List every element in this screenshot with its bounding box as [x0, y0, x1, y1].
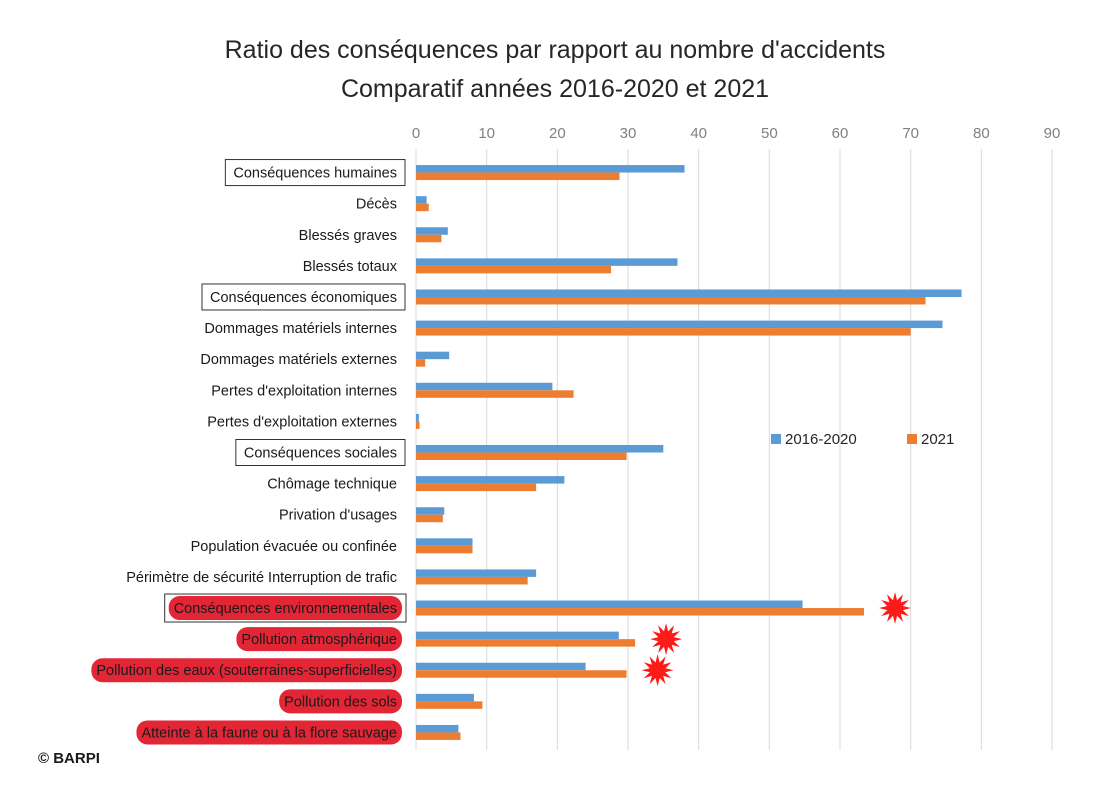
- category-label: Conséquences économiques: [210, 290, 397, 306]
- bar-2021: [416, 203, 429, 212]
- bar-2021: [416, 296, 926, 305]
- legend-label-2016-2020: 2016-2020: [785, 431, 857, 448]
- category-label: Dommages matériels internes: [204, 321, 397, 337]
- gridlines: [415, 149, 1053, 750]
- bar-2021: [416, 172, 620, 181]
- category-label: Périmètre de sécurité Interruption de tr…: [126, 570, 397, 586]
- category-label: Blessés totaux: [303, 259, 398, 275]
- category-label: Conséquences sociales: [244, 446, 397, 462]
- bar-2021: [416, 328, 911, 336]
- bar-2016-2020: [416, 320, 943, 329]
- category-label: Pollution des eaux (souterraines-superfi…: [96, 663, 397, 679]
- category-highlight: [168, 596, 402, 621]
- star-marker: [650, 623, 683, 656]
- bar-2021: [416, 359, 426, 367]
- category-frame: [224, 159, 406, 187]
- bar-2021: [416, 545, 473, 554]
- category-highlight: [91, 658, 402, 683]
- bar-2016-2020: [416, 227, 448, 235]
- bars: [416, 165, 962, 740]
- category-highlight: [136, 720, 402, 745]
- bar-2016-2020: [416, 538, 473, 546]
- bar-2016-2020: [416, 476, 565, 484]
- category-highlight: [279, 689, 402, 714]
- bar-2021: [416, 514, 443, 523]
- star-markers: [641, 592, 911, 687]
- bar-2021: [416, 701, 483, 709]
- legend-swatch-2021: [907, 434, 917, 444]
- copyright: © BARPI: [38, 750, 100, 767]
- x-tick-label: 0: [412, 125, 420, 142]
- legend-swatch-2016-2020: [771, 434, 781, 444]
- bar-2021: [416, 670, 627, 678]
- category-frame: [201, 283, 406, 311]
- x-tick-label: 30: [620, 125, 637, 142]
- bar-2016-2020: [416, 382, 553, 391]
- bar-2016-2020: [416, 165, 685, 173]
- legend: 2016-2020 2021: [771, 431, 954, 448]
- bar-2021: [416, 576, 528, 585]
- x-tick-label: 60: [832, 125, 849, 142]
- category-label: Pertes d'exploitation externes: [207, 414, 397, 430]
- bar-2021: [416, 452, 627, 460]
- bar-2016-2020: [416, 600, 803, 609]
- bar-2021: [416, 265, 612, 274]
- bar-2021: [416, 483, 537, 492]
- category-frame: [164, 593, 407, 623]
- x-tick-label: 80: [973, 125, 990, 142]
- category-labels: Conséquences humaines Décès Blessés graves…: [91, 159, 407, 745]
- category-label: Conséquences humaines: [233, 166, 397, 182]
- category-label: Dommages matériels externes: [200, 352, 397, 368]
- category-label: Chômage technique: [267, 477, 397, 493]
- x-tick-label: 50: [761, 125, 778, 142]
- bar-2016-2020: [416, 693, 474, 702]
- bar-2016-2020: [416, 662, 586, 671]
- bar-2016-2020: [416, 351, 450, 360]
- bar-2021: [416, 234, 442, 243]
- legend-label-2021: 2021: [921, 431, 954, 448]
- bar-2016-2020: [416, 289, 962, 297]
- bar-2021: [416, 608, 865, 616]
- bar-2021: [416, 732, 461, 740]
- category-label: Blessés graves: [299, 228, 397, 244]
- bar-2021: [416, 421, 420, 429]
- bar-2016-2020: [416, 569, 537, 577]
- bar-2021: [416, 390, 574, 398]
- star-marker: [641, 654, 674, 687]
- category-label: Pollution des sols: [284, 694, 397, 710]
- x-tick-label: 90: [1044, 125, 1061, 142]
- bar-2016-2020: [416, 258, 678, 266]
- chart-title-line1: Ratio des conséquences par rapport au no…: [225, 36, 886, 64]
- category-label: Pollution atmosphérique: [241, 632, 397, 648]
- bar-2016-2020: [416, 445, 664, 453]
- category-highlight: [236, 627, 402, 652]
- x-tick-label: 20: [549, 125, 566, 142]
- star-marker: [879, 592, 911, 624]
- category-label: Population évacuée ou confinée: [191, 539, 397, 555]
- bar-2016-2020: [416, 724, 459, 733]
- bar-2016-2020: [416, 196, 427, 204]
- x-tick-label: 40: [690, 125, 707, 142]
- x-tick-label: 10: [478, 125, 495, 142]
- bar-2016-2020: [416, 507, 445, 515]
- x-axis-ticks: 0 10 20 30 40 50 60 70 80 90: [412, 125, 1061, 142]
- category-label: Atteinte à la faune ou à la flore sauvag…: [141, 725, 397, 741]
- category-label: Décès: [356, 197, 397, 213]
- category-frame: [235, 439, 406, 466]
- bar-2021: [416, 639, 636, 647]
- bar-2016-2020: [416, 413, 419, 422]
- x-tick-label: 70: [902, 125, 919, 142]
- bar-2016-2020: [416, 631, 619, 640]
- category-label: Pertes d'exploitation internes: [211, 383, 397, 399]
- category-label: Conséquences environnementales: [174, 601, 397, 617]
- category-label: Privation d'usages: [279, 508, 397, 524]
- chart-title-line2: Comparatif années 2016-2020 et 2021: [341, 75, 769, 103]
